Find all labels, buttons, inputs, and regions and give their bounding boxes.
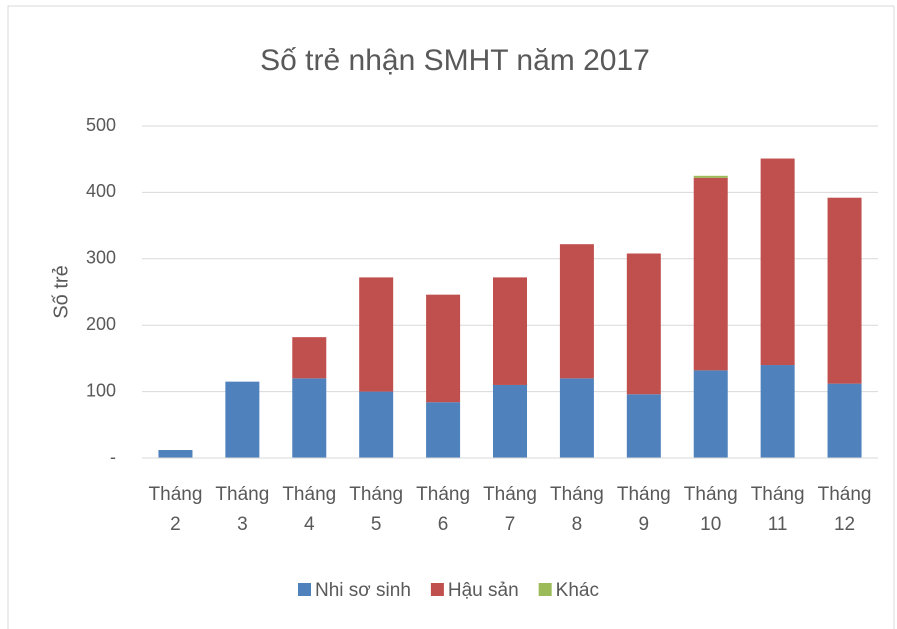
y-tick-label: 200	[86, 314, 116, 334]
y-tick-label: 100	[86, 380, 116, 400]
chart-frame	[7, 5, 895, 629]
x-tick-label: Tháng 10	[683, 484, 738, 535]
bar-segment	[693, 177, 728, 371]
bar-segment	[559, 244, 594, 379]
legend-swatch	[538, 583, 552, 596]
bar-segment	[559, 378, 594, 458]
x-tick-label: Tháng 2	[148, 484, 203, 535]
bar-segment	[426, 294, 461, 403]
legend-label: Nhi sơ sinh	[315, 580, 411, 601]
bar-segment	[693, 370, 728, 458]
y-tick-label: 500	[86, 115, 116, 135]
chart-title: Số trẻ nhận SMHT năm 2017	[260, 44, 650, 77]
bar-segment	[626, 253, 661, 395]
bar-segment	[827, 197, 862, 384]
bar-segment	[359, 277, 394, 392]
x-tick-label: Tháng 11	[750, 484, 805, 535]
bar-segment	[292, 337, 327, 379]
y-tick-label: 300	[86, 248, 116, 268]
bar-segment	[493, 277, 527, 385]
bar-segment	[760, 365, 795, 458]
y-axis-label: Số trẻ	[50, 265, 72, 318]
bar-segment	[426, 402, 461, 458]
x-tick-label: Tháng 9	[616, 484, 671, 535]
x-tick-label: Tháng 4	[282, 484, 337, 535]
bar-segment	[225, 381, 260, 458]
legend-label: Hậu sản	[448, 580, 519, 601]
bar-segment	[292, 378, 327, 458]
x-tick-label: Tháng 6	[416, 484, 471, 535]
x-tick-label: Tháng 8	[549, 484, 604, 535]
legend-label: Khác	[556, 580, 599, 601]
x-tick-label: Tháng 7	[483, 484, 537, 535]
bar-segment	[493, 384, 527, 458]
bar-segment	[158, 450, 193, 458]
bar-segment	[359, 391, 394, 458]
bar-segment	[827, 383, 862, 458]
bar-segment	[626, 394, 661, 458]
bar-segment	[693, 175, 728, 178]
x-tick-label: Tháng 5	[349, 484, 404, 535]
legend-swatch	[430, 583, 444, 596]
y-tick-label: 400	[86, 181, 116, 201]
y-tick-label: -	[110, 447, 116, 467]
legend-swatch	[298, 583, 311, 596]
bar-segment	[760, 158, 795, 366]
x-tick-label: Tháng 3	[215, 484, 270, 535]
x-tick-label: Tháng 12	[817, 484, 872, 535]
